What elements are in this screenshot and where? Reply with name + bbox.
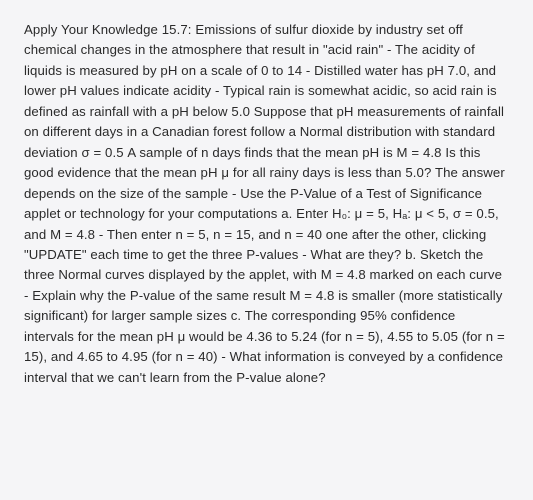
problem-text: Apply Your Knowledge 15.7: Emissions of … (24, 20, 509, 388)
